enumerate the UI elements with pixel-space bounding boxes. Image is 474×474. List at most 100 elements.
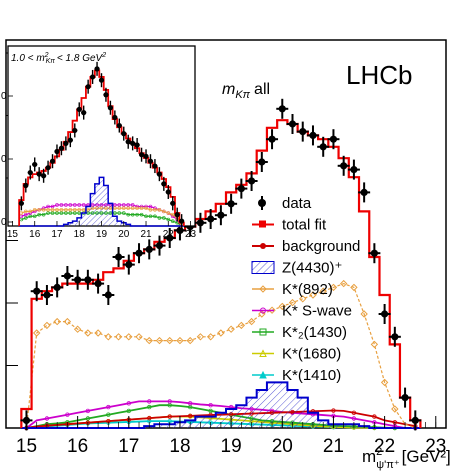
inset-x-tick-label: 20 <box>118 229 130 240</box>
k892-marker <box>350 283 358 292</box>
data-point <box>145 245 153 253</box>
kswave-curve-marker <box>208 403 213 408</box>
legend-entry: data <box>258 195 312 212</box>
k892-marker <box>268 306 276 314</box>
inset-data-point <box>143 153 149 159</box>
inset-k892-curve-marker <box>28 209 33 214</box>
legend-entry: K*₂(1430) <box>252 324 347 341</box>
data-point <box>288 120 297 128</box>
legend-entry: K*(1410) <box>252 367 341 384</box>
kswave-curve-marker <box>167 399 172 404</box>
inset-data-point <box>94 66 100 72</box>
inset-data-point <box>67 137 73 143</box>
inset-k892-curve-marker <box>50 208 55 212</box>
data-point <box>217 211 225 219</box>
background-curve-marker <box>372 414 377 419</box>
x-tick-label: 15 <box>16 436 37 457</box>
legend-label: total fit <box>282 217 327 234</box>
inset-title: 1.0 < m2 Kπ < 1.8 GeV2 <box>11 52 106 65</box>
inset-x-tick-label: 22 <box>163 229 175 240</box>
inset-y-ticks: 0 0 0 <box>1 91 13 228</box>
k892-marker <box>309 291 317 299</box>
kswave-curve-marker <box>351 416 357 421</box>
inset-k892-curve-marker <box>59 208 64 212</box>
data-point <box>309 131 317 139</box>
k892-marker <box>32 329 41 337</box>
x-tick-label: 22 <box>374 436 395 457</box>
inset-x-tick-label: 16 <box>29 229 41 240</box>
inset-data-point <box>32 161 38 168</box>
data-point <box>360 188 368 196</box>
inset-data-point <box>103 92 109 98</box>
inset-k892-curve-marker <box>55 208 59 212</box>
x-tick-label: 20 <box>272 436 293 457</box>
data-point <box>43 291 51 299</box>
k892-marker <box>247 317 256 326</box>
inset-kswave-curve-marker <box>72 203 77 207</box>
k892-marker <box>73 325 82 333</box>
inset-x-tick-label: 17 <box>51 229 63 240</box>
k892-marker <box>53 317 61 326</box>
inset-data-point <box>58 145 65 151</box>
inset-data-point <box>27 169 33 176</box>
x-tick-label: 21 <box>323 436 344 457</box>
inset-kswave-curve-marker <box>59 203 64 207</box>
inset-k892-curve-marker <box>162 209 166 214</box>
inset-k892-curve-marker <box>157 208 162 212</box>
data-point <box>74 276 82 284</box>
inset-k2-1430-curve-marker <box>117 211 122 215</box>
inset-k2-1430-curve-marker <box>41 212 46 217</box>
inset-k892-curve-marker <box>41 208 46 212</box>
x-tick-label: 16 <box>67 436 88 457</box>
data-point <box>340 162 348 170</box>
k892-marker <box>206 333 215 341</box>
data-point <box>381 310 389 318</box>
kswave-curve-marker <box>126 401 131 406</box>
legend-label: K* S-wave <box>282 303 352 320</box>
k892-marker <box>329 283 338 292</box>
k892-marker <box>278 302 286 311</box>
kswave-curve-marker <box>147 399 152 404</box>
data-point <box>350 166 358 174</box>
inset-k892-curve-marker <box>77 208 82 212</box>
inset-k892-curve-marker <box>121 206 126 210</box>
k892-marker <box>166 336 174 345</box>
inset-k892-curve-marker <box>68 208 73 212</box>
data-point <box>401 394 409 402</box>
k892-marker <box>196 333 205 341</box>
legend-label: data <box>282 195 312 212</box>
inset-data-point <box>138 152 145 158</box>
inset-k892-curve-marker <box>135 206 139 210</box>
data-point <box>329 135 338 143</box>
k892-marker <box>299 295 307 303</box>
data-point <box>278 105 286 113</box>
data-point <box>247 177 256 185</box>
inset-k2-1430-curve-marker <box>157 216 162 220</box>
inset-data-point <box>81 110 87 116</box>
x-tick-label: 23 <box>425 436 446 457</box>
legend-entry: K*(892) <box>252 281 333 298</box>
inset-k2-1430-curve-marker <box>126 212 131 217</box>
k892-marker <box>319 287 327 295</box>
data-point <box>207 215 215 223</box>
k892-marker <box>104 333 113 341</box>
inset-k2-1430-curve-marker <box>135 212 139 217</box>
lhcb-label: LHCb <box>346 60 412 90</box>
k892-marker <box>145 336 153 345</box>
data-point <box>319 143 327 151</box>
inset-k2-1430-curve-marker <box>32 214 37 219</box>
background-curve-marker <box>167 414 172 419</box>
inset-y-tick-label: 0 <box>1 154 7 165</box>
inset-k892-curve-marker <box>144 206 148 210</box>
legend-entry: background <box>252 238 360 255</box>
data-point <box>258 158 266 166</box>
data-point <box>125 261 133 269</box>
k2-1430-curve-marker <box>208 408 213 414</box>
data-point <box>94 280 102 288</box>
inset-k892-curve-marker <box>32 208 37 212</box>
data-point <box>84 276 92 284</box>
inset-k2-1430-curve-marker <box>162 216 166 220</box>
k892-marker <box>84 329 92 337</box>
data-point <box>370 249 378 257</box>
inset-data-point <box>63 140 69 146</box>
